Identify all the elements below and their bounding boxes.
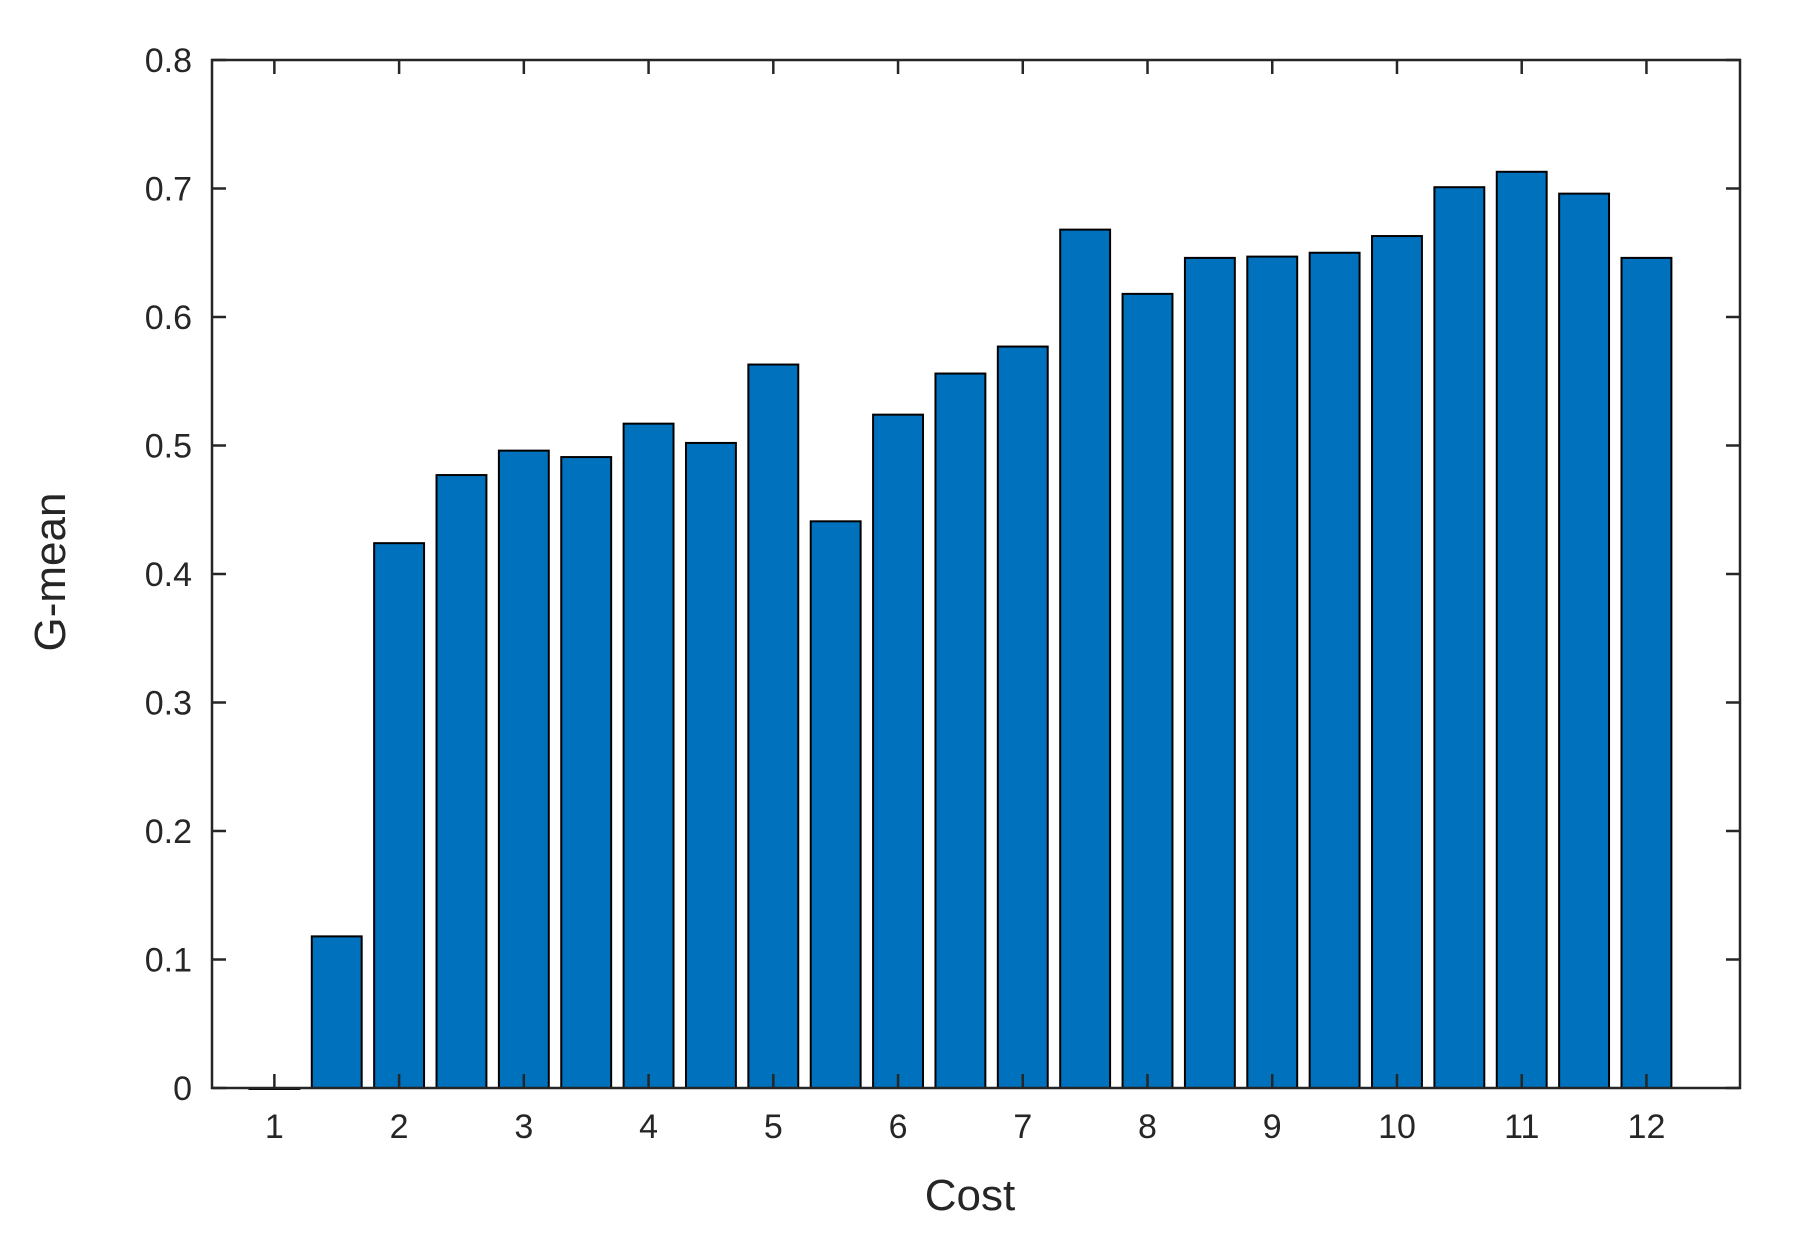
y-tick-label: 0.3 (145, 685, 192, 723)
x-tick-label: 6 (889, 1108, 908, 1146)
bars-layer (248, 170, 1673, 1090)
bar (560, 456, 613, 1089)
bar (872, 413, 924, 1090)
x-tick-label: 5 (764, 1108, 783, 1146)
x-tick-label: 4 (639, 1108, 658, 1146)
labels-layer: 00.10.20.30.40.50.60.70.81 2 3 4 5 6 7 8 9 10 11 12 (145, 42, 1666, 1146)
bar (1246, 255, 1299, 1090)
x-axis-title: Cost (925, 1171, 1015, 1220)
bar (497, 449, 550, 1089)
bar (310, 935, 363, 1089)
y-tick-label: 0 (173, 1070, 192, 1108)
bar (996, 345, 1049, 1089)
bar (622, 422, 675, 1089)
x-tick-label: 9 (1263, 1108, 1282, 1146)
y-tick-label: 0.7 (145, 171, 192, 209)
bar (435, 474, 488, 1089)
bar (1121, 292, 1174, 1089)
y-tick-label: 0.4 (145, 556, 192, 594)
bar (1059, 228, 1112, 1089)
bar (1433, 186, 1486, 1089)
bar (934, 372, 987, 1090)
y-tick-label: 0.8 (145, 42, 192, 80)
bar (1620, 256, 1673, 1089)
bar (1308, 251, 1361, 1089)
y-axis-title: G-mean (26, 493, 75, 652)
bar (1558, 192, 1611, 1089)
bar (1183, 256, 1236, 1089)
axes-layer (210, 58, 1742, 1090)
y-tick-label: 0.2 (145, 813, 192, 851)
x-tick-label: 8 (1138, 1108, 1157, 1146)
bar (1495, 170, 1548, 1090)
y-tick-label: 0.5 (145, 428, 192, 466)
bar (684, 441, 737, 1089)
bar (747, 363, 800, 1090)
y-tick-label: 0.1 (145, 942, 192, 980)
x-tick-label: 7 (1013, 1108, 1032, 1146)
x-tick-label: 1 (265, 1108, 284, 1146)
bar (1371, 235, 1423, 1090)
x-tick-label: 10 (1378, 1108, 1416, 1146)
x-tick-label: 3 (514, 1108, 533, 1146)
y-tick-label: 0.6 (145, 299, 192, 337)
bar (373, 542, 426, 1089)
bar (809, 520, 862, 1089)
x-tick-label: 2 (390, 1108, 409, 1146)
x-tick-label: 12 (1628, 1108, 1666, 1146)
x-tick-label: 11 (1504, 1108, 1539, 1146)
